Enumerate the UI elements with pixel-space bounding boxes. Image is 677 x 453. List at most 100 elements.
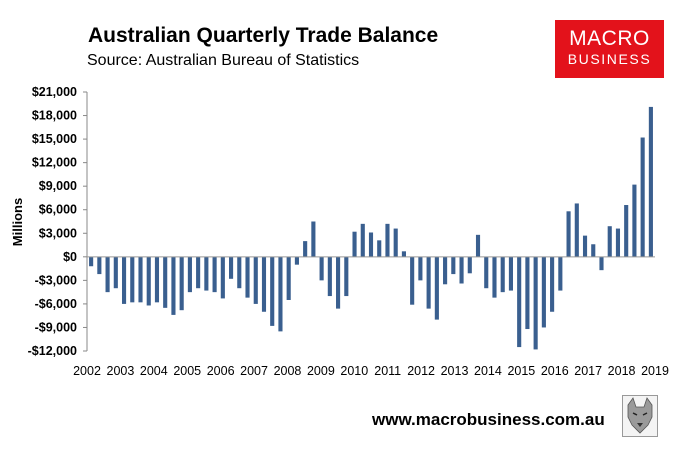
y-tick-label: $18,000 [32,109,77,123]
x-tick-label: 2019 [641,364,669,378]
bar [459,256,464,284]
bar [311,221,316,257]
y-tick-label: -$12,000 [28,344,77,358]
x-tick-label: 2003 [107,364,135,378]
bar [434,256,439,320]
bar [393,228,398,257]
x-tick-label: 2013 [441,364,469,378]
bar [105,256,110,293]
x-tick-label: 2006 [207,364,235,378]
bar [229,256,234,279]
bar [484,256,489,289]
bar [591,244,596,257]
bar [632,184,637,257]
bar [451,256,456,275]
bar [640,137,645,257]
bar [179,256,184,311]
bar [146,256,151,306]
bar [204,256,209,291]
bar [377,240,382,257]
bar [253,256,258,304]
y-tick-label: $6,000 [39,203,77,217]
bar [582,235,588,257]
bars [89,106,653,350]
x-tick-label: 2018 [608,364,636,378]
bar [278,256,283,332]
bar [121,256,127,304]
x-tick-label: 2004 [140,364,168,378]
x-axis-ticks: 2002 2003 2004 2005 2006 2007 2008 2009 2010 2011… [73,364,669,378]
logo-line-1: MACRO [569,27,650,50]
bar [294,256,299,265]
bar [541,256,546,328]
bar [418,256,423,281]
bar [500,256,505,293]
y-tick-label: $12,000 [32,156,77,170]
bar [426,256,431,309]
footer-url: www.macrobusiness.com.au [372,410,605,429]
y-tick-label: -$6,000 [35,297,77,311]
y-tick-label: -$3,000 [35,273,77,287]
x-tick-label: 2011 [374,364,401,378]
logo-line-2: BUSINESS [567,51,652,67]
bar [89,256,94,267]
bar [508,256,513,291]
bar [566,211,571,257]
bar [138,256,143,303]
bar [368,232,374,257]
y-axis-ticks: $21,000 $18,000 $15,000 $12,000 $9,000 $6,000… [28,85,87,358]
bar [344,256,349,297]
bar [401,251,406,257]
chart-subtitle: Source: Australian Bureau of Statistics [87,52,360,69]
bar [475,234,481,257]
bar [352,231,357,257]
y-tick-label: $0 [63,250,77,264]
bar [492,256,497,298]
x-tick-label: 2002 [73,364,101,378]
bar [237,256,242,289]
y-tick-label: $21,000 [32,85,77,99]
bar [113,256,118,289]
y-tick-label: $3,000 [39,226,77,240]
macro-business-logo: MACRO BUSINESS [555,20,664,78]
x-tick-label: 2017 [574,364,602,378]
bar [163,256,168,308]
bar [327,256,332,297]
bar [196,256,201,289]
x-tick-label: 2008 [274,364,302,378]
x-tick-label: 2015 [507,364,535,378]
y-axis-label: Millions [10,198,25,246]
bar [558,256,563,291]
bar [525,256,530,330]
x-tick-label: 2012 [407,364,435,378]
bar [212,256,217,293]
chart-title: Australian Quarterly Trade Balance [88,24,439,47]
bar [648,106,653,257]
bar [130,256,135,303]
bar [615,228,621,257]
bar [624,205,629,257]
bar [574,203,579,257]
bar [443,256,448,285]
bar [245,256,250,298]
wolf-icon [622,395,658,437]
bar [550,256,555,312]
x-tick-label: 2016 [541,364,569,378]
bar [360,223,365,257]
bar [319,256,324,281]
y-tick-label: $15,000 [32,132,77,146]
bar [599,256,604,271]
bar [467,256,472,274]
bar [220,256,225,299]
bar [97,256,102,275]
bar [385,223,390,257]
bar [270,256,275,326]
bar [154,256,160,303]
bar [533,256,538,350]
bar [187,256,192,293]
bar [607,226,612,257]
x-tick-label: 2014 [474,364,502,378]
bar [336,256,341,309]
bar [517,256,522,348]
